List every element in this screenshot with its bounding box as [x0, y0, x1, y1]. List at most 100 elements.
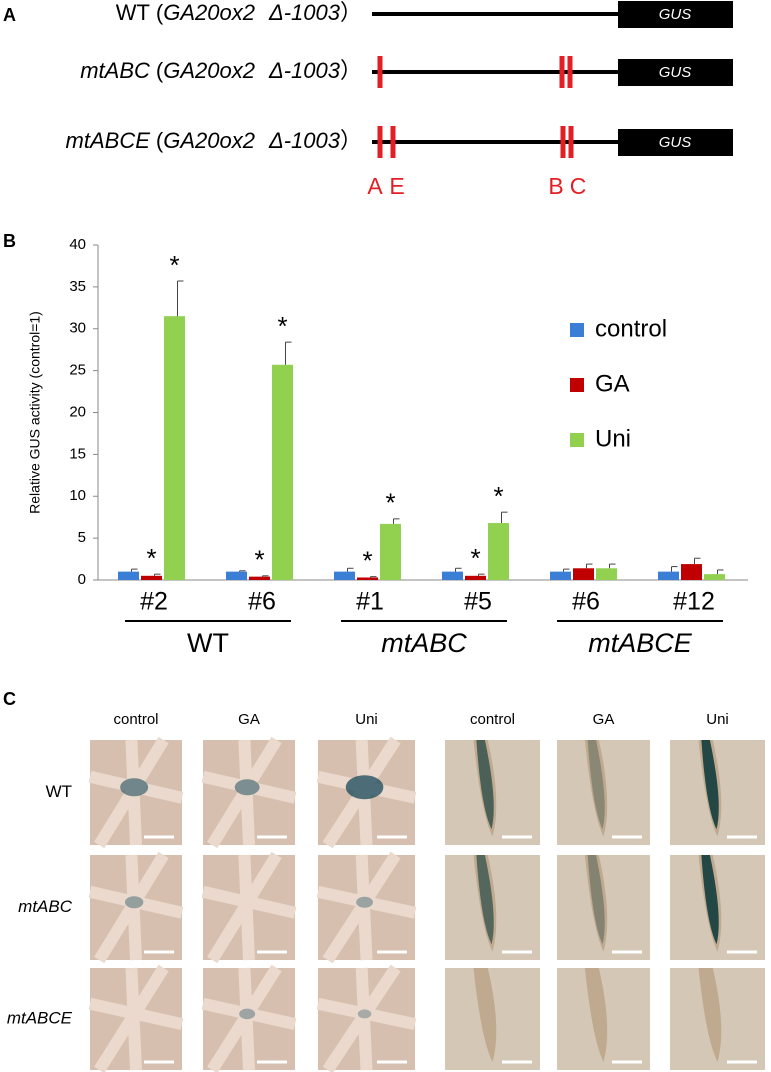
root [584, 855, 608, 952]
group-label: mtABCE [588, 628, 693, 658]
bar [118, 571, 139, 580]
gus-stain [234, 779, 260, 796]
significance: * [470, 543, 480, 573]
gus-stain [345, 775, 384, 800]
bar [681, 564, 702, 580]
gus-stain [701, 855, 719, 945]
bar [164, 316, 185, 580]
paren: ） [340, 0, 362, 25]
promoter-gene: GA20ox2 [163, 128, 255, 153]
paren: ） [340, 58, 362, 83]
y-tick-label: 10 [69, 487, 86, 504]
site-label: E [389, 173, 404, 199]
bar [465, 575, 486, 580]
promoter-gene: GA20ox2 [163, 58, 255, 83]
gus-box [618, 129, 733, 156]
significance: * [169, 250, 179, 280]
bar [141, 575, 162, 580]
x-tick-label: #6 [248, 588, 276, 616]
significance: * [385, 488, 395, 518]
mutation-mark [377, 126, 383, 158]
seedling [316, 964, 417, 1072]
group-label: WT [187, 628, 229, 658]
x-tick-label: #12 [673, 588, 715, 616]
bar [658, 571, 679, 580]
legend-swatch [570, 323, 584, 337]
gus-stain [701, 740, 719, 830]
y-tick-label: 0 [78, 571, 86, 588]
site-label: A [367, 173, 383, 199]
panel-label: A [3, 5, 16, 25]
gus-box [618, 1, 733, 28]
gus-label: GUS [659, 134, 692, 151]
gus-stain [357, 1009, 372, 1019]
bar [249, 576, 270, 580]
bar [550, 571, 571, 580]
y-tick-label: 30 [69, 320, 86, 337]
row-label: mtABC [18, 897, 73, 916]
root [584, 968, 608, 1062]
legend-label: control [595, 315, 667, 342]
construct-name: mtABCE [66, 128, 151, 153]
bar [488, 523, 509, 580]
promoter-deletion: Δ-1003 [268, 128, 341, 153]
significance: * [277, 311, 287, 341]
x-tick-label: #5 [464, 588, 492, 616]
root [584, 740, 608, 837]
construct-name: mtABC [80, 58, 150, 83]
y-tick-label: 15 [69, 445, 86, 462]
column-label: GA [593, 711, 615, 728]
paren: ） [340, 128, 362, 153]
legend-label: GA [595, 370, 630, 397]
significance: * [362, 546, 372, 576]
significance: * [254, 545, 264, 575]
bar [226, 571, 247, 580]
mutation-mark [560, 126, 566, 158]
y-axis-label: Relative GUS activity (control=1) [27, 311, 43, 514]
gus-stain [587, 740, 605, 830]
gus-stain [476, 855, 494, 945]
legend-swatch [570, 378, 584, 392]
mutation-mark [377, 56, 383, 88]
mutation-mark [559, 56, 565, 88]
significance: * [146, 543, 156, 573]
legend-label: Uni [595, 425, 631, 452]
legend-swatch [570, 433, 584, 447]
y-tick-label: 20 [69, 403, 86, 420]
paren: ( [156, 0, 164, 25]
column-label: GA [238, 711, 260, 728]
gus-stain [356, 896, 373, 908]
mutation-mark [567, 56, 573, 88]
gus-label: GUS [659, 6, 692, 23]
bar [357, 577, 378, 580]
gus-label: GUS [659, 64, 692, 81]
gus-stain [239, 1008, 256, 1020]
x-tick-label: #6 [572, 588, 600, 616]
paren: ( [156, 58, 164, 83]
panel-label: B [3, 231, 16, 251]
significance: * [493, 481, 503, 511]
column-label: Uni [355, 711, 378, 728]
y-tick-label: 40 [69, 236, 86, 253]
bar [380, 523, 401, 580]
site-label: C [570, 173, 587, 199]
root [698, 968, 722, 1062]
seedling [88, 851, 184, 964]
bar [704, 574, 725, 580]
panel-label: C [3, 689, 16, 709]
promoter-deletion: Δ-1003 [268, 0, 341, 25]
gus-box [618, 59, 733, 86]
column-label: Uni [706, 711, 729, 728]
construct-label: WT (GA20ox2 Δ-1003） [116, 0, 362, 25]
column-label: control [113, 711, 158, 728]
bar [596, 568, 617, 580]
gus-stain [476, 740, 494, 830]
x-tick-label: #1 [356, 588, 384, 616]
mutation-mark [390, 126, 396, 158]
paren: ( [156, 128, 164, 153]
promoter-deletion: Δ-1003 [268, 58, 341, 83]
group-label: mtABC [381, 628, 467, 658]
y-tick-label: 5 [78, 529, 86, 546]
root [473, 968, 497, 1062]
y-tick-label: 25 [69, 362, 86, 379]
